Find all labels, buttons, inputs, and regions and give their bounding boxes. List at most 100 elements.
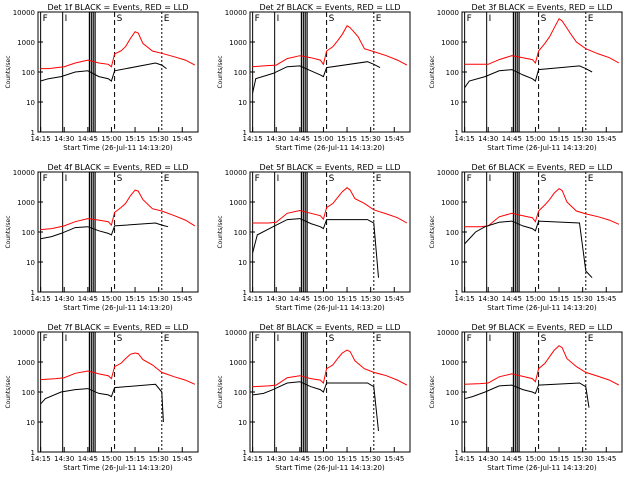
y-tick-label: 100 bbox=[234, 229, 247, 237]
x-tick-label: 14:30 bbox=[54, 135, 74, 143]
marker-label-f: F bbox=[467, 14, 472, 24]
y-axis-label: Counts/sec bbox=[429, 375, 436, 408]
series-events-line bbox=[40, 62, 167, 82]
marker-label-e: E bbox=[376, 14, 382, 24]
x-tick-label: 15:00 bbox=[525, 295, 545, 303]
y-tick-label: 10000 bbox=[13, 9, 35, 17]
marker-label-f: F bbox=[255, 334, 260, 344]
marker-label-s: S bbox=[329, 334, 335, 344]
marker-label-s: S bbox=[329, 174, 335, 184]
marker-label-s: S bbox=[541, 334, 547, 344]
x-tick-label: 15:15 bbox=[125, 135, 145, 143]
y-tick-label: 10 bbox=[26, 419, 35, 427]
marker-label-s: S bbox=[541, 14, 547, 24]
marker-label-f: F bbox=[255, 14, 260, 24]
y-tick-label: 10000 bbox=[13, 169, 35, 177]
marker-label-e: E bbox=[164, 14, 170, 24]
y-tick-label: 1 bbox=[31, 289, 35, 297]
detector-panel-5: 1 10 100 1000 10000 14:15 14:30 14:45 15:00 15:15… bbox=[217, 163, 411, 312]
marker-label-e: E bbox=[376, 174, 382, 184]
x-axis-label: Start Time (26-Jul-11 14:13:20) bbox=[63, 304, 173, 312]
marker-label-i: I bbox=[489, 334, 492, 344]
x-tick-label: 15:00 bbox=[525, 455, 545, 463]
plot-frame bbox=[37, 171, 199, 293]
x-tick-label: 14:15 bbox=[243, 455, 263, 463]
marker-label-f: F bbox=[255, 174, 260, 184]
series-lld-line bbox=[40, 31, 196, 70]
series-lld-line bbox=[252, 349, 408, 388]
y-tick-label: 1 bbox=[243, 449, 247, 457]
marker-label-s: S bbox=[117, 174, 123, 184]
x-axis-label: Start Time (26-Jul-11 14:13:20) bbox=[487, 144, 597, 152]
y-tick-label: 1000 bbox=[17, 39, 35, 47]
y-tick-label: 10000 bbox=[225, 329, 247, 337]
x-tick-label: 14:30 bbox=[266, 295, 286, 303]
marker-label-e: E bbox=[588, 14, 594, 24]
y-tick-label: 100 bbox=[22, 229, 35, 237]
y-axis-label: Counts/sec bbox=[217, 55, 224, 88]
x-tick-label: 15:15 bbox=[337, 135, 357, 143]
x-tick-label: 15:30 bbox=[361, 135, 381, 143]
x-tick-label: 15:15 bbox=[549, 135, 569, 143]
x-tick-label: 15:45 bbox=[172, 455, 192, 463]
x-tick-label: 14:45 bbox=[290, 455, 310, 463]
y-tick-label: 10000 bbox=[437, 169, 459, 177]
x-tick-label: 14:15 bbox=[455, 135, 475, 143]
y-tick-label: 1 bbox=[455, 129, 459, 137]
detector-panel-2: 1 10 100 1000 10000 14:15 14:30 14:45 15:00 15:15… bbox=[217, 3, 411, 152]
y-axis-label: Counts/sec bbox=[5, 375, 12, 408]
y-tick-label: 1 bbox=[243, 129, 247, 137]
panel-title: Det 5f BLACK = Events, RED = LLD bbox=[259, 163, 400, 172]
series-events-line bbox=[464, 220, 593, 279]
x-tick-label: 14:45 bbox=[78, 135, 98, 143]
marker-label-i: I bbox=[489, 174, 492, 184]
x-tick-label: 14:45 bbox=[502, 455, 522, 463]
x-tick-label: 15:30 bbox=[573, 455, 593, 463]
x-tick-label: 15:00 bbox=[525, 135, 545, 143]
x-axis-label: Start Time (26-Jul-11 14:13:20) bbox=[275, 144, 385, 152]
y-axis-label: Counts/sec bbox=[429, 55, 436, 88]
marker-label-e: E bbox=[376, 334, 382, 344]
series-lld-line bbox=[40, 352, 196, 385]
x-tick-label: 15:45 bbox=[172, 295, 192, 303]
panel-title: Det 9f BLACK = Events, RED = LLD bbox=[471, 323, 612, 332]
y-tick-label: 10 bbox=[450, 419, 459, 427]
marker-label-f: F bbox=[43, 334, 48, 344]
detector-panel-6: 1 10 100 1000 10000 14:15 14:30 14:45 15:00 15:15… bbox=[429, 163, 623, 312]
x-tick-label: 15:45 bbox=[596, 455, 616, 463]
x-tick-label: 15:30 bbox=[361, 455, 381, 463]
y-tick-label: 10 bbox=[238, 259, 247, 267]
marker-label-f: F bbox=[467, 174, 472, 184]
marker-label-f: F bbox=[467, 334, 472, 344]
x-tick-label: 15:45 bbox=[596, 295, 616, 303]
x-tick-label: 14:45 bbox=[502, 295, 522, 303]
x-tick-label: 14:30 bbox=[266, 135, 286, 143]
y-tick-label: 100 bbox=[234, 389, 247, 397]
x-axis-label: Start Time (26-Jul-11 14:13:20) bbox=[63, 144, 173, 152]
panel-title: Det 7f BLACK = Events, RED = LLD bbox=[47, 323, 188, 332]
x-tick-label: 14:45 bbox=[78, 295, 98, 303]
x-tick-label: 15:15 bbox=[549, 455, 569, 463]
y-tick-label: 10000 bbox=[437, 9, 459, 17]
series-events-line bbox=[252, 61, 381, 94]
y-axis-label: Counts/sec bbox=[429, 215, 436, 248]
y-tick-label: 100 bbox=[22, 389, 35, 397]
x-tick-label: 15:00 bbox=[101, 455, 121, 463]
plot-frame bbox=[461, 11, 623, 133]
y-tick-label: 10 bbox=[238, 419, 247, 427]
marker-label-i: I bbox=[65, 334, 68, 344]
y-tick-label: 100 bbox=[446, 389, 459, 397]
marker-label-i: I bbox=[277, 174, 280, 184]
x-tick-label: 15:15 bbox=[337, 455, 357, 463]
y-tick-label: 10000 bbox=[437, 329, 459, 337]
y-tick-label: 10 bbox=[450, 259, 459, 267]
marker-label-e: E bbox=[164, 334, 170, 344]
x-tick-label: 14:15 bbox=[455, 455, 475, 463]
series-lld-line bbox=[464, 345, 620, 386]
x-tick-label: 15:00 bbox=[313, 455, 333, 463]
panel-title: Det 2f BLACK = Events, RED = LLD bbox=[259, 3, 400, 12]
marker-label-s: S bbox=[117, 334, 123, 344]
y-tick-label: 100 bbox=[22, 69, 35, 77]
series-events-line bbox=[252, 381, 379, 432]
